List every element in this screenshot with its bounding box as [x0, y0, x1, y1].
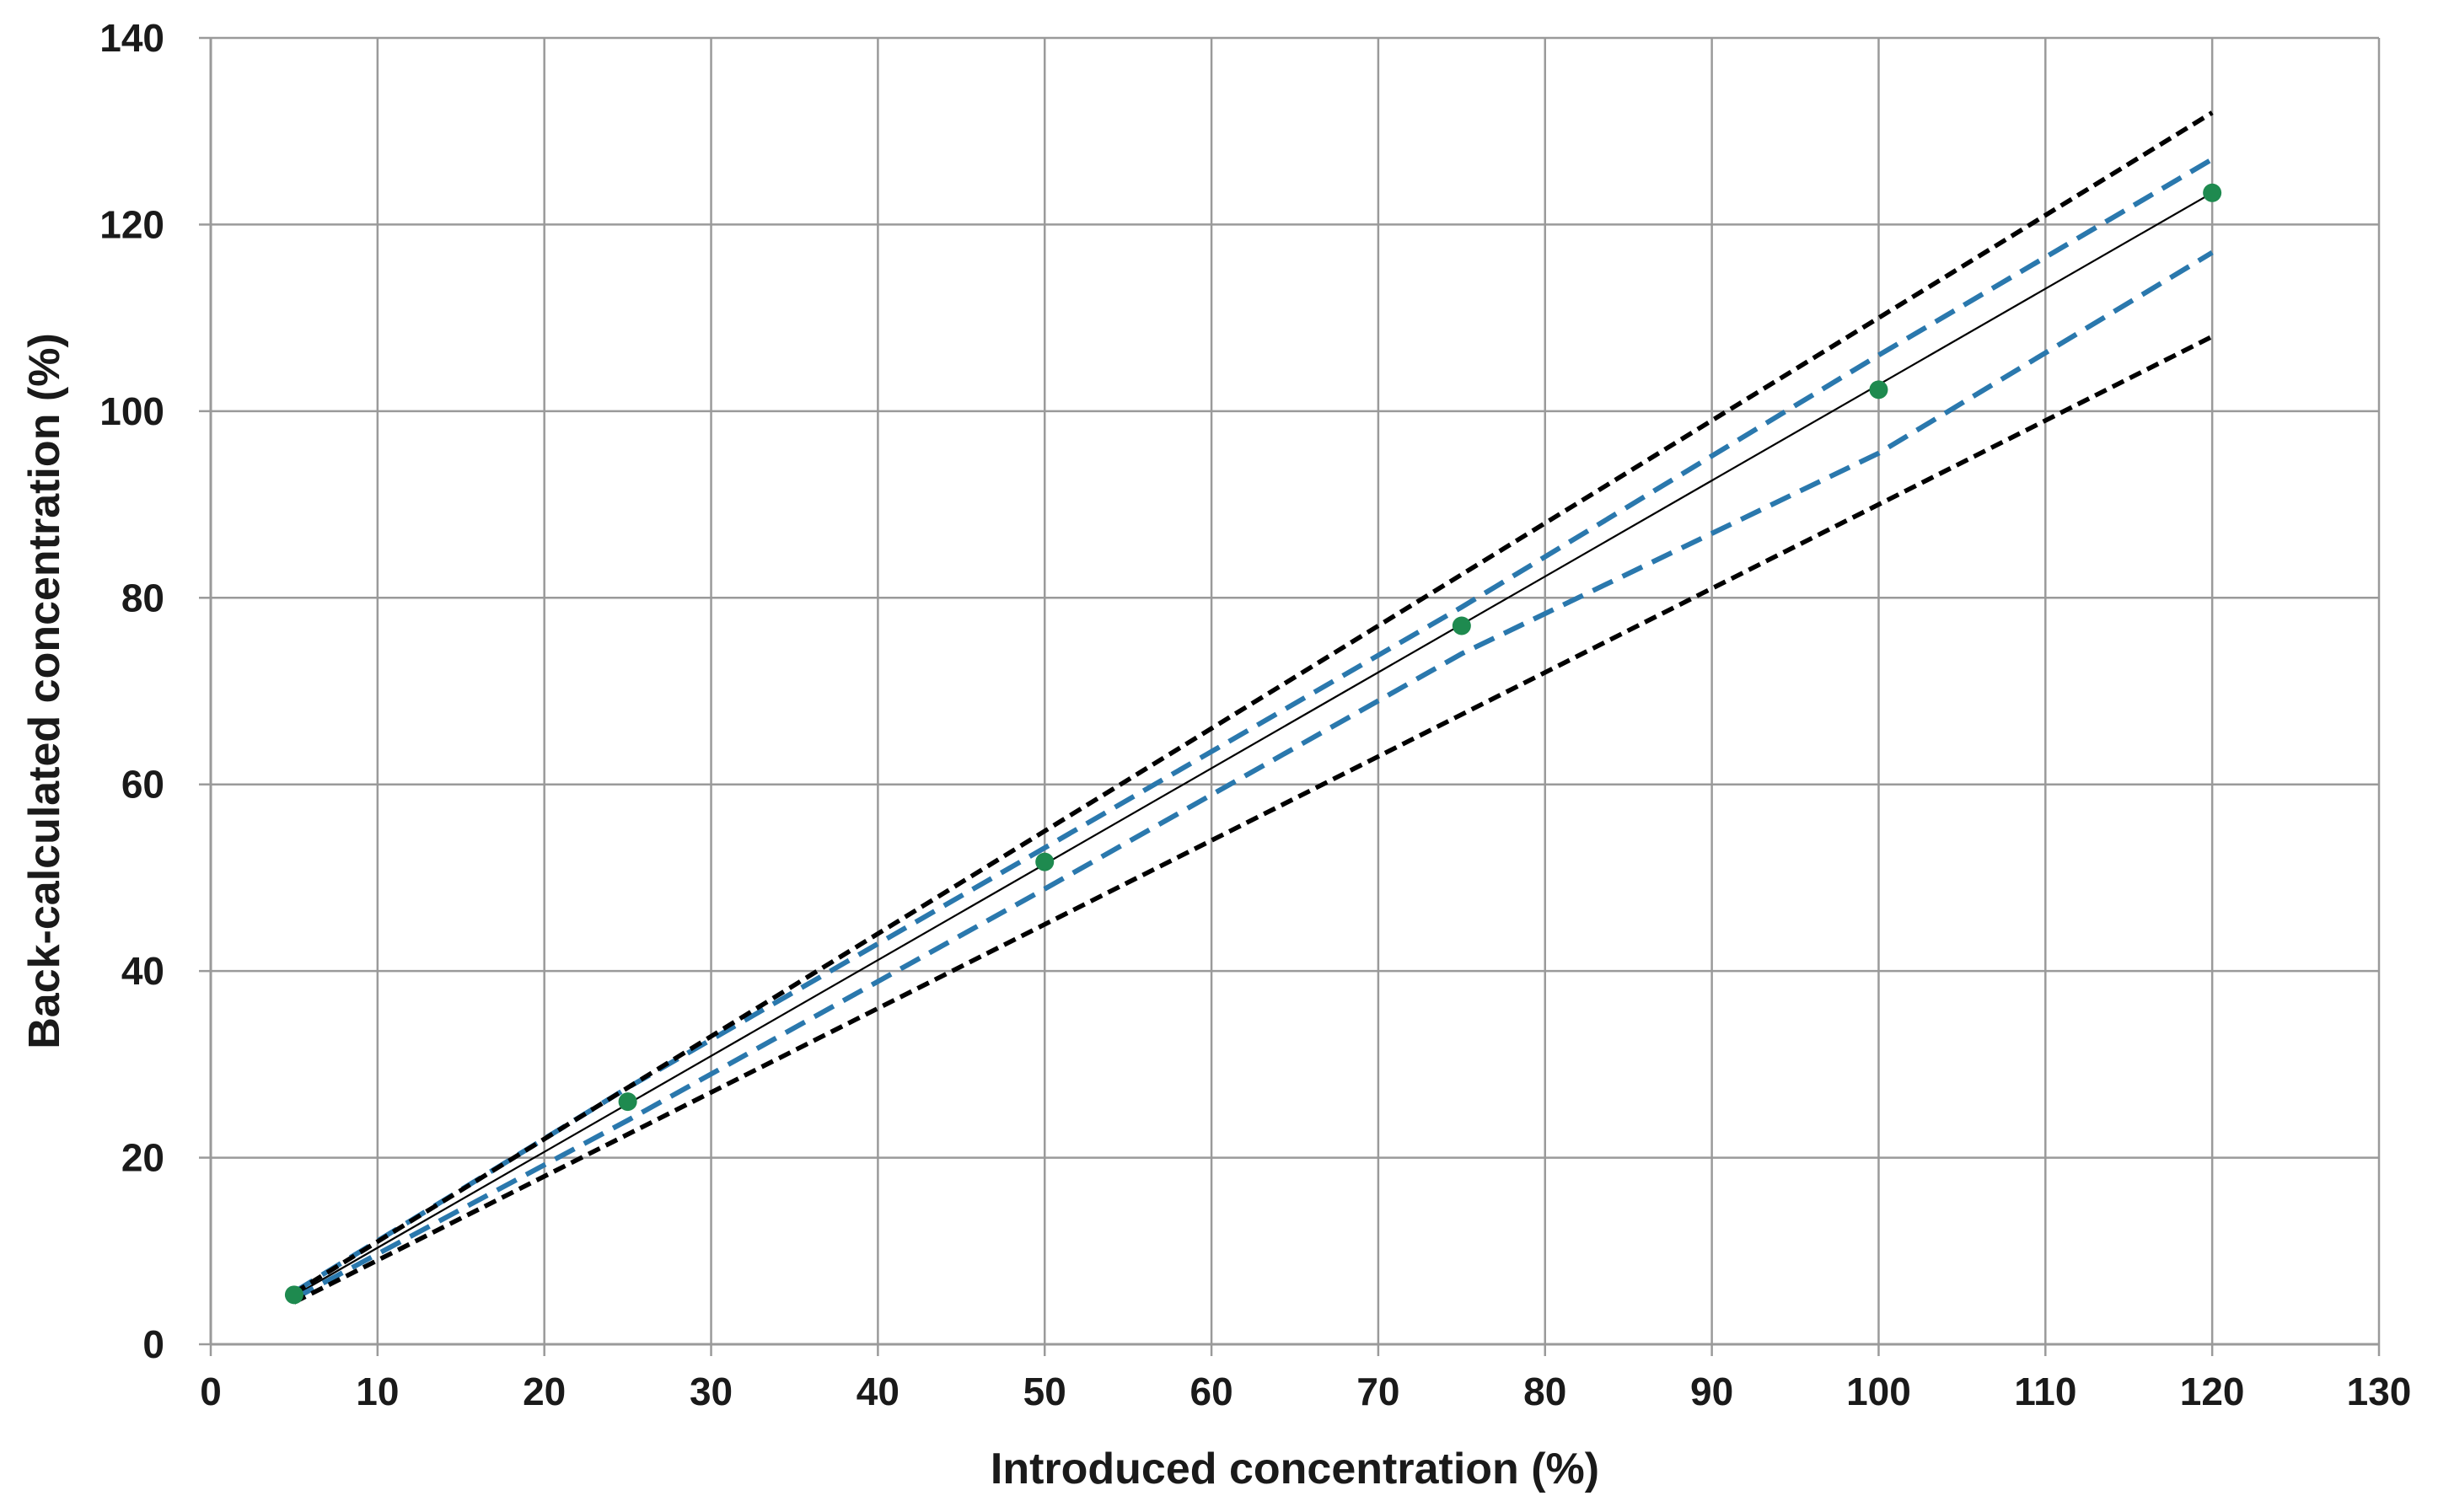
series — [293, 110, 2214, 1305]
data-point — [1869, 380, 1888, 399]
data-point — [1452, 616, 1471, 635]
x-tick-label: 120 — [2180, 1370, 2245, 1413]
grid — [209, 36, 2381, 1346]
x-tick-label: 40 — [857, 1370, 899, 1413]
tick-labels: 0 10 20 30 40 50 60 70 80 90 100 110 120 130 0 20 40 60 80… — [99, 16, 2411, 1413]
x-tick-label: 100 — [1846, 1370, 1911, 1413]
x-axis-title: Introduced concentration (%) — [991, 1445, 1599, 1493]
regression-line — [293, 191, 2213, 1297]
x-tick-label: 20 — [523, 1370, 566, 1413]
y-tick-label: 60 — [121, 763, 164, 807]
y-tick-label: 40 — [121, 949, 164, 993]
x-tick-label: 50 — [1023, 1370, 1066, 1413]
y-tick-label: 100 — [99, 389, 164, 433]
y-tick-label: 140 — [99, 16, 164, 60]
axes — [199, 36, 2381, 1356]
acceptance-limit-line — [293, 334, 2214, 1305]
acceptance-limit-line — [293, 110, 2214, 1295]
x-tick-label: 80 — [1523, 1370, 1566, 1413]
x-tick-label: 10 — [356, 1370, 399, 1413]
y-tick-label: 120 — [99, 202, 164, 246]
x-tick-label: 70 — [1356, 1370, 1399, 1413]
x-tick-label: 130 — [2347, 1370, 2412, 1413]
data-point — [1035, 852, 1055, 871]
y-tick-label: 0 — [142, 1322, 164, 1366]
x-tick-label: 60 — [1189, 1370, 1232, 1413]
data-point — [618, 1092, 637, 1112]
x-tick-label: 110 — [2014, 1370, 2076, 1413]
y-tick-label: 20 — [121, 1136, 164, 1180]
data-point — [284, 1285, 303, 1305]
confidence-interval-line — [293, 250, 2214, 1301]
confidence-interval-line — [293, 157, 2214, 1295]
data-points — [284, 183, 2222, 1305]
data-point — [2203, 183, 2222, 202]
y-tick-label: 80 — [121, 576, 164, 619]
y-axis-title: Back-calculated concentration (%) — [20, 333, 69, 1049]
x-tick-label: 0 — [200, 1370, 222, 1413]
x-tick-label: 90 — [1690, 1370, 1733, 1413]
x-tick-label: 30 — [690, 1370, 733, 1413]
